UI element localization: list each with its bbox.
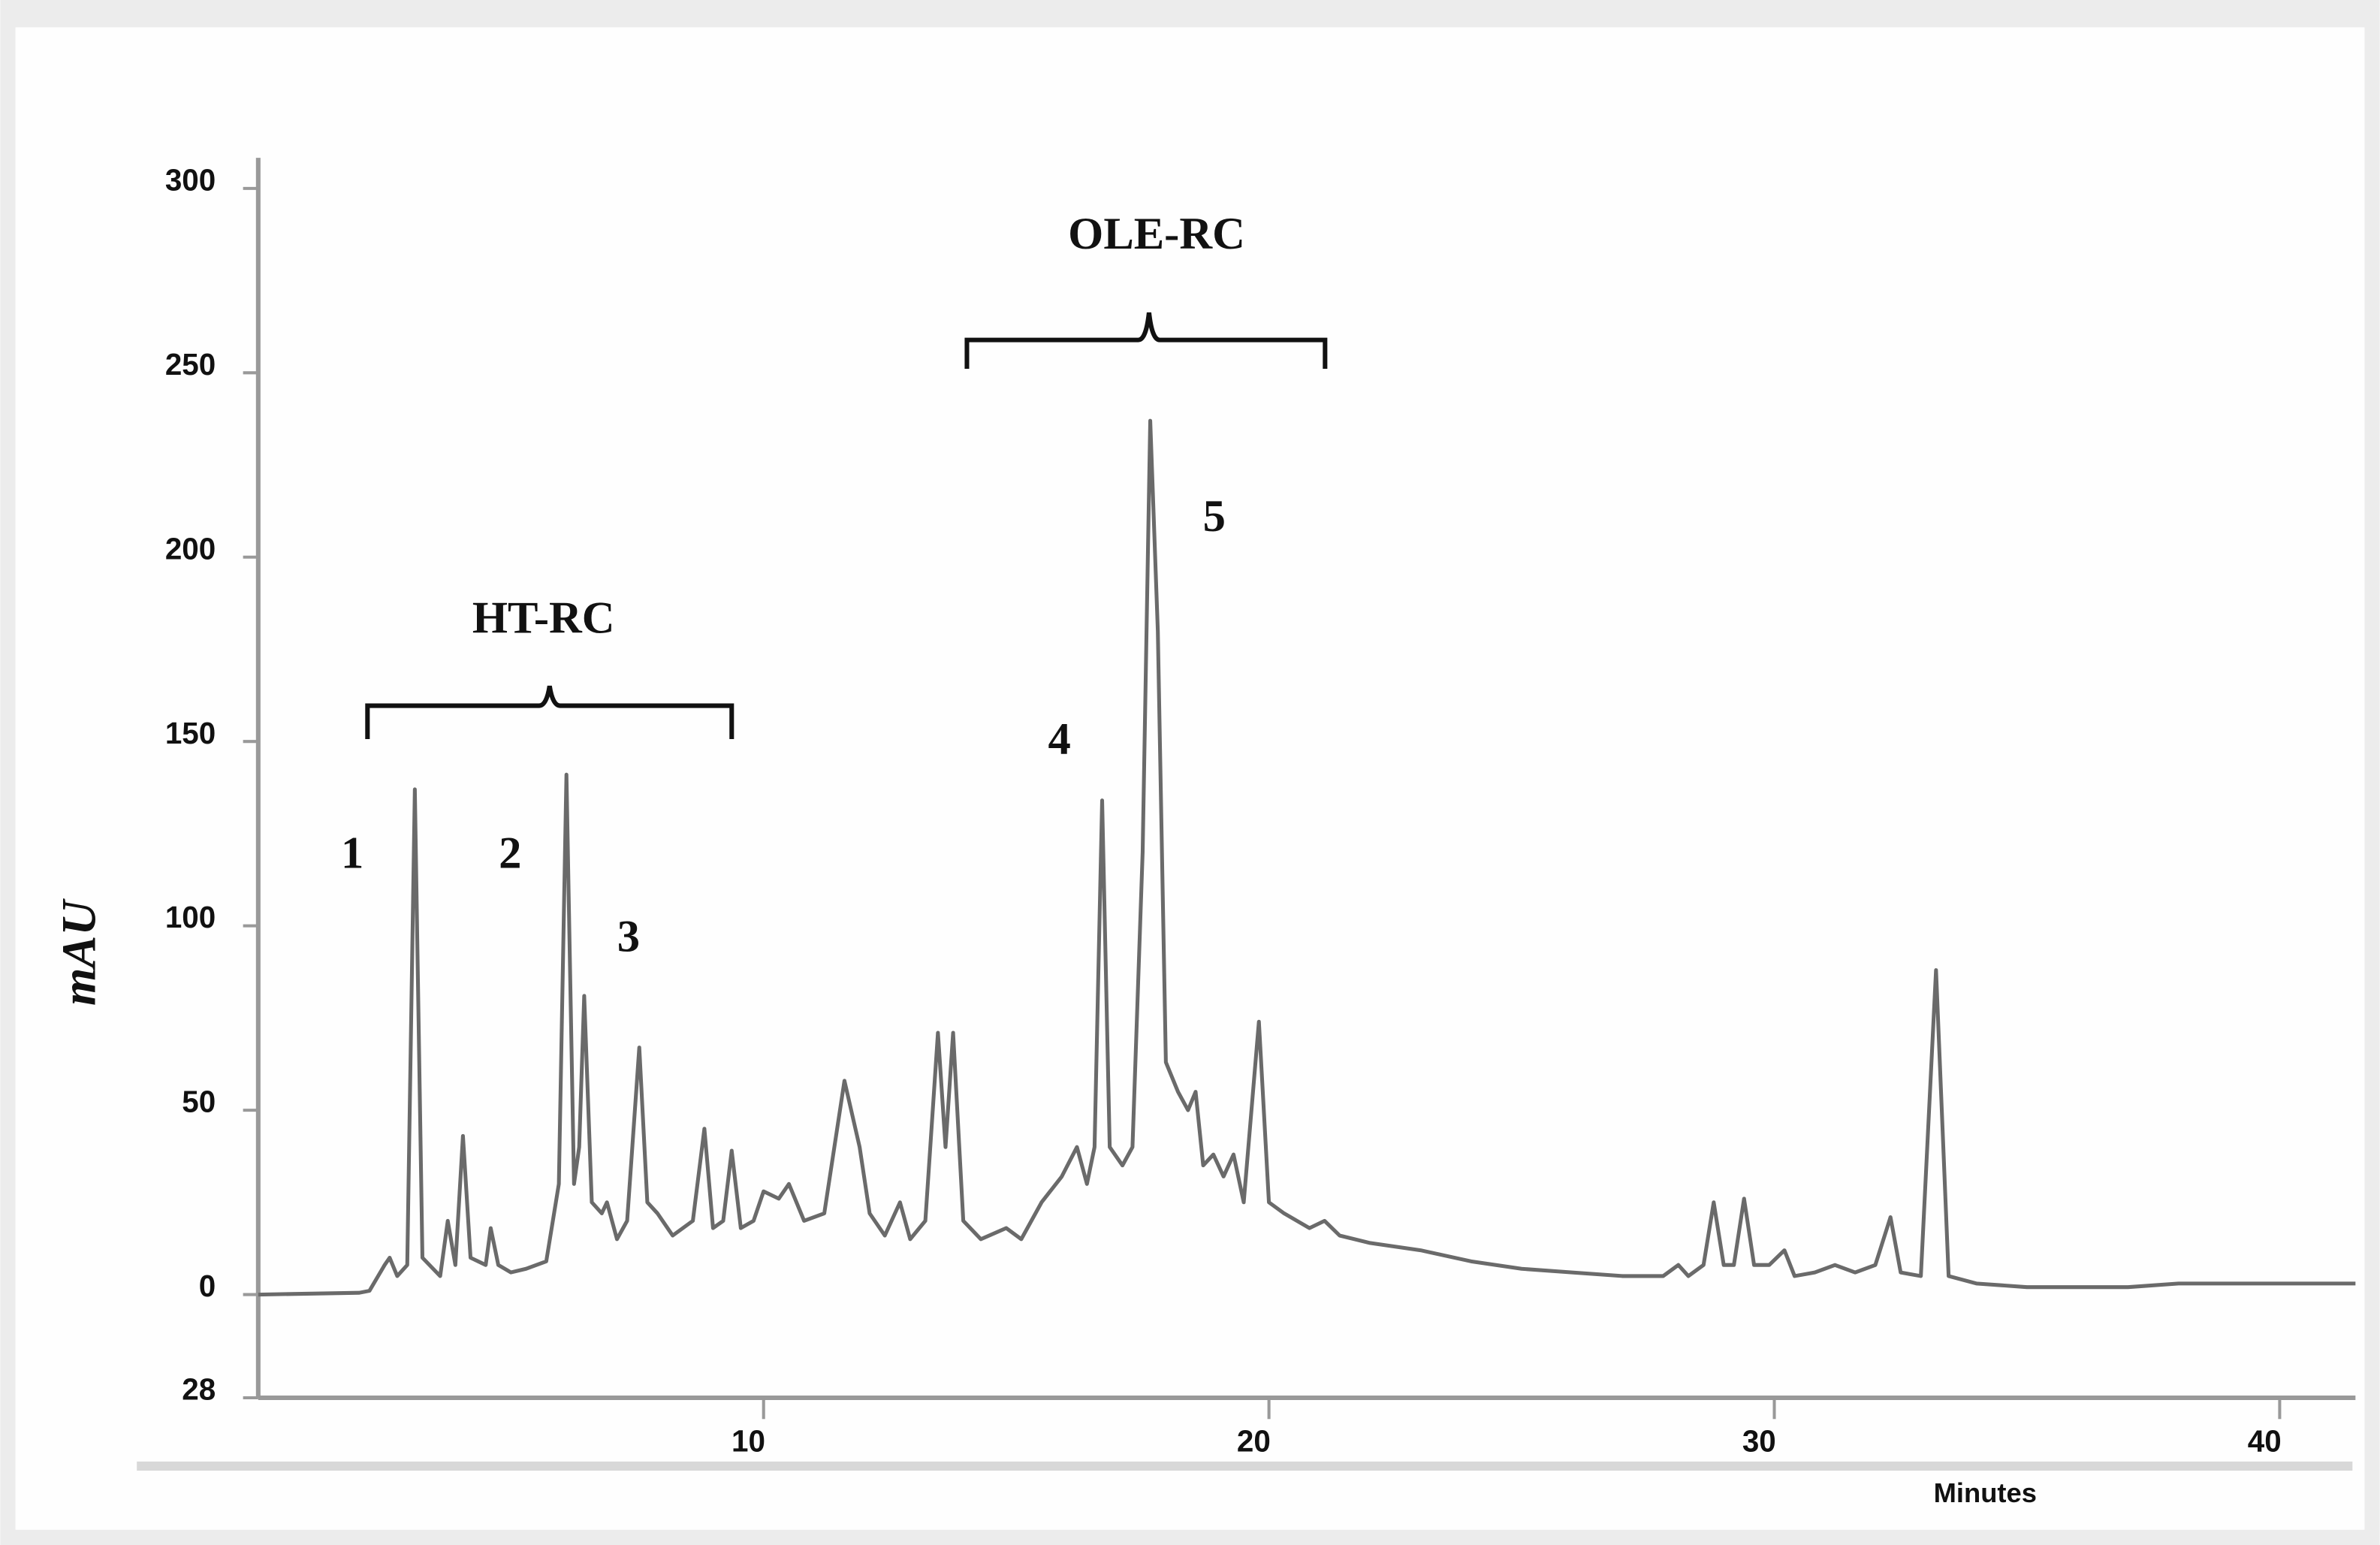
x-tick-label: 30 xyxy=(1742,1423,1776,1458)
x-axis-label: Minutes xyxy=(1934,1477,2037,1508)
y-tick-label: 50 xyxy=(182,1085,216,1119)
annotation: 1 xyxy=(341,828,363,879)
x-tick-label: 10 xyxy=(731,1423,765,1458)
y-tick-label: 100 xyxy=(165,900,216,934)
annotation: 4 xyxy=(1048,714,1071,765)
annotation: OLE-RC xyxy=(1068,209,1245,259)
y-axis-label: mAU xyxy=(51,898,105,1006)
y-tick-label: 300 xyxy=(165,162,216,197)
annotation: 3 xyxy=(617,912,640,962)
x-tick-label: 40 xyxy=(2248,1423,2282,1458)
annotation: 2 xyxy=(499,828,521,879)
annotation: 5 xyxy=(1203,491,1226,542)
y-tick-label: 28 xyxy=(182,1372,216,1407)
y-tick-label: 200 xyxy=(165,531,216,566)
ht-bracket xyxy=(365,685,735,740)
y-tick-label: 0 xyxy=(199,1269,216,1303)
trace xyxy=(258,418,2356,1297)
annotation: HT-RC xyxy=(472,593,615,643)
ole-bracket xyxy=(964,312,1328,370)
y-tick-label: 250 xyxy=(165,347,216,382)
x-tick-label: 20 xyxy=(1237,1423,1271,1458)
y-tick-label: 150 xyxy=(165,716,216,750)
panel xyxy=(15,27,2365,1530)
